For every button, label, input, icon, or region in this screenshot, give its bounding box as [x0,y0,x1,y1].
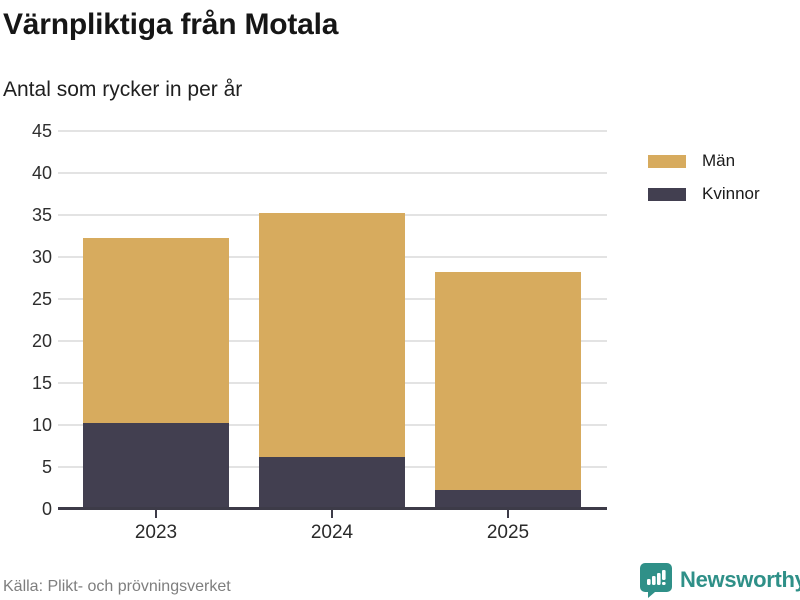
bar-2023-män [83,238,229,423]
legend-swatch-kvinnor [648,187,686,201]
x-axis-line [58,507,607,510]
legend-item-kvinnor: Kvinnor [648,184,760,204]
y-axis-tick-label: 30 [31,247,52,267]
page-title: Värnpliktiga från Motala [3,8,339,41]
bar-2024-kvinnor [259,456,405,507]
x-axis-tick-label: 2025 [486,522,530,543]
legend: Män Kvinnor [648,151,760,217]
y-axis-tick-label: 15 [31,373,52,393]
y-axis-tick-label: 40 [31,163,52,183]
x-axis-tick [331,510,333,518]
bar-2025-män [435,271,581,491]
plot-area: 0 5 10 15 20 25 30 35 40 45 2023 2024 2025 [32,121,607,543]
y-axis-tick-label: 10 [31,415,52,435]
chart-subtitle: Antal som rycker in per år [3,78,243,101]
y-axis-tick-label: 0 [41,499,52,519]
bar-chart-speech-bubble-icon [640,563,672,598]
x-axis-tick [155,510,157,518]
bar-2025-kvinnor [435,490,581,507]
source-note: Källa: Plikt- och prövningsverket [3,578,231,595]
gridline [58,172,607,174]
legend-item-män: Män [648,151,760,171]
legend-label: Kvinnor [702,184,760,203]
y-axis-tick-label: 5 [41,457,52,477]
y-axis-tick-label: 25 [31,289,52,309]
newsworthy-logo: Newsworthy [639,562,800,598]
newsworthy-wordmark: Newsworthy [680,567,800,592]
x-axis-tick-label: 2024 [310,522,354,543]
bar-2023-kvinnor [83,423,229,507]
legend-label: Män [702,151,736,170]
y-axis-tick-label: 20 [31,331,52,351]
y-axis-tick-label: 45 [31,121,52,141]
y-axis-tick-label: 35 [31,205,52,225]
x-axis-tick-label: 2023 [134,522,178,543]
x-axis-tick [507,510,509,518]
gridline [58,130,607,132]
legend-swatch-män [648,154,686,168]
bar-2024-män [259,213,405,457]
